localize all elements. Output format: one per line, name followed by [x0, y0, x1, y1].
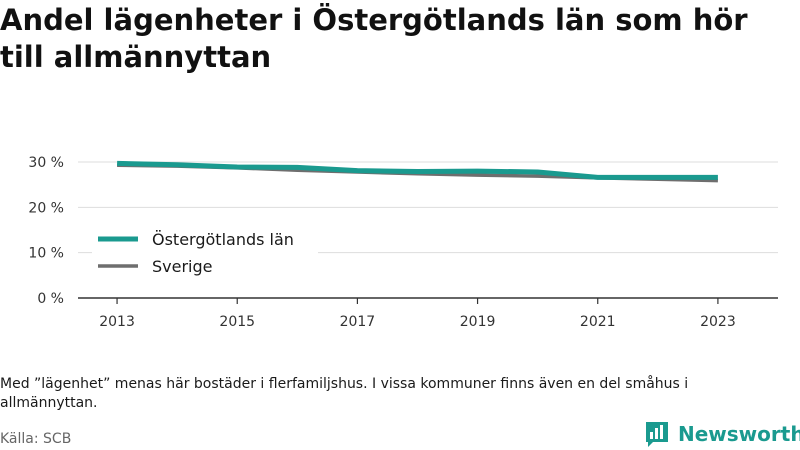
legend: Östergötlands län Sverige	[92, 224, 318, 282]
bar-chart-icon	[646, 422, 668, 447]
x-tick-label: 2019	[460, 314, 496, 330]
series-line	[117, 160, 718, 180]
legend-background	[92, 224, 318, 282]
chart-title: Andel lägenheter i Östergötlands län som…	[0, 3, 748, 74]
x-tick-label: 2015	[219, 314, 255, 330]
series-lines	[117, 160, 718, 183]
y-axis: 0 % 10 % 20 % 30 %	[28, 155, 64, 307]
legend-label: Östergötlands län	[152, 230, 294, 249]
legend-label: Sverige	[152, 257, 213, 276]
x-tick-label: 2013	[99, 314, 135, 330]
brand-name: Newsworthy	[678, 422, 800, 446]
x-axis: 2013 2015 2017 2019 2021 2023	[78, 297, 778, 330]
newsworthy-logo: Newsworthy	[644, 419, 800, 449]
chart-note: Med ”lägenhet” menas här bostäder i fler…	[0, 376, 689, 411]
source-label: Källa: SCB	[0, 431, 72, 447]
y-tick-label: 20 %	[28, 200, 64, 216]
x-tick-label: 2021	[580, 314, 616, 330]
x-tick-label: 2017	[340, 314, 376, 330]
y-tick-label: 30 %	[28, 155, 64, 171]
y-tick-label: 10 %	[28, 246, 64, 262]
line-chart: 0 % 10 % 20 % 30 % 2013 2015 2017 2019 2021 2023…	[28, 155, 778, 330]
y-tick-label: 0 %	[37, 291, 64, 307]
x-tick-label: 2023	[700, 314, 736, 330]
